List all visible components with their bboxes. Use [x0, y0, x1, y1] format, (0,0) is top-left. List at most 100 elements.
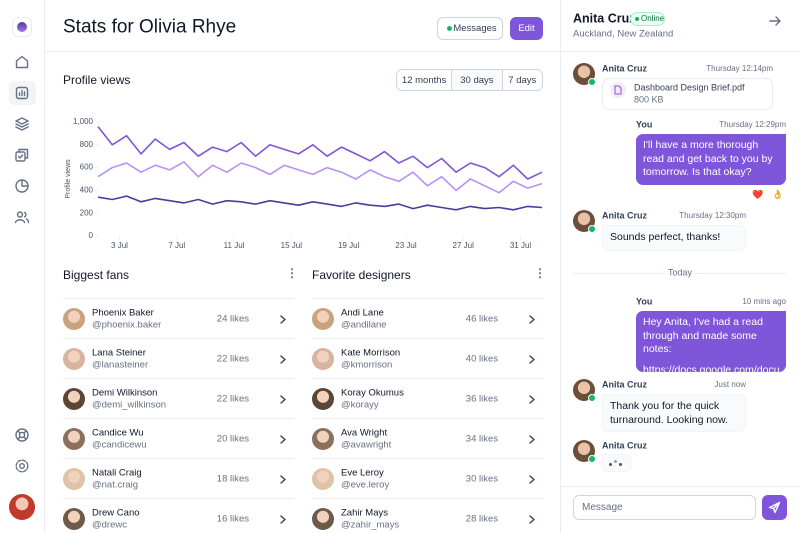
page-title: Stats for Olivia Rhye — [63, 16, 237, 38]
icon-part — [18, 431, 26, 439]
chevron[interactable] — [280, 354, 286, 364]
likes: 16 likes — [216, 513, 249, 525]
close-arrow[interactable] — [769, 15, 781, 27]
more-menu[interactable]: ⋮ — [286, 265, 298, 280]
chevron[interactable] — [280, 514, 286, 524]
icon-part — [15, 428, 29, 442]
icon-part — [17, 148, 29, 159]
icon-part — [21, 179, 29, 187]
nav-home[interactable] — [14, 54, 30, 70]
likes: 22 likes — [216, 353, 249, 365]
range-tab[interactable]: 12 months — [401, 74, 447, 86]
y-tick-label: 0 — [89, 231, 94, 240]
chevron[interactable] — [529, 314, 535, 324]
section-title: Biggest fans — [63, 267, 130, 282]
nav-tasks[interactable] — [14, 147, 30, 163]
user-avatar[interactable] — [9, 494, 35, 520]
row-divider — [312, 498, 543, 499]
sender: Anita Cruz — [602, 63, 647, 74]
person-handle: @nat.craig — [92, 479, 139, 491]
icon-part — [280, 474, 286, 484]
typing-dot — [619, 463, 622, 466]
series-line — [97, 195, 543, 211]
nav-stats[interactable] — [14, 85, 30, 101]
more-menu[interactable]: ⋮ — [534, 265, 546, 280]
nav-reports[interactable] — [14, 178, 30, 194]
icon-part — [14, 211, 30, 224]
person-handle: @drewc — [92, 519, 127, 531]
icon-part — [280, 434, 286, 444]
range-tabs: 12 months 30 days 7 days — [396, 69, 543, 91]
likes: 30 likes — [465, 473, 498, 485]
icon-part — [15, 86, 29, 100]
icon-part — [18, 89, 26, 97]
message-link[interactable]: https://docs.google.com/docu... — [643, 363, 789, 376]
file-size: 800 KB — [634, 94, 664, 105]
message-bubble: I'll have a more thorough read and get b… — [636, 134, 786, 185]
range-tab[interactable]: 7 days — [501, 70, 542, 90]
person-name: Kate Morrison — [341, 347, 401, 359]
likes: 46 likes — [465, 313, 498, 325]
chat-name: Anita Cruz — [573, 11, 636, 26]
likes: 18 likes — [216, 473, 249, 485]
chevron[interactable] — [529, 514, 535, 524]
x-tick-label: 15 Jul — [281, 241, 303, 250]
avatar — [63, 348, 85, 370]
row-divider — [312, 338, 543, 339]
chevron[interactable] — [529, 474, 535, 484]
person-handle: @lanasteiner — [92, 359, 149, 371]
icon-part — [280, 354, 286, 364]
reaction[interactable]: ❤️ — [752, 189, 764, 200]
sender: Anita Cruz — [602, 379, 647, 390]
row-divider — [63, 338, 294, 339]
sidebar — [0, 0, 45, 533]
icon-part — [529, 514, 535, 524]
day-divider: Today — [668, 267, 693, 278]
status-text: Online — [641, 14, 665, 24]
message-bubble: Hey Anita, I've had a read through and m… — [636, 311, 788, 376]
person-name: Phoenix Baker — [92, 307, 154, 319]
avatar — [312, 348, 334, 370]
row-divider — [63, 418, 294, 419]
chevron[interactable] — [529, 354, 535, 364]
reaction[interactable]: 👌 — [772, 189, 784, 200]
attachment[interactable] — [602, 78, 773, 110]
chevron[interactable] — [529, 434, 535, 444]
row-divider — [312, 418, 543, 419]
divider — [560, 486, 800, 487]
message-bubble: Thank you for the quick turnaround. Look… — [602, 394, 746, 432]
chevron[interactable] — [280, 314, 286, 324]
nav-users[interactable] — [14, 209, 30, 225]
edit-button[interactable]: Edit — [510, 17, 543, 40]
nav-settings[interactable] — [14, 458, 30, 474]
section-title: Favorite designers — [312, 267, 411, 282]
icon-part — [16, 211, 24, 218]
row-divider — [63, 498, 294, 499]
y-tick-label: 1,000 — [73, 117, 94, 126]
message-input[interactable] — [573, 495, 756, 520]
nav-layers[interactable] — [14, 116, 30, 132]
row-divider — [312, 458, 543, 459]
chevron[interactable] — [280, 474, 286, 484]
likes: 24 likes — [216, 313, 249, 325]
person-name: Drew Cano — [92, 507, 140, 519]
person-handle: @phoenix.baker — [92, 319, 162, 331]
chart-title: Profile views — [63, 72, 131, 87]
chevron[interactable] — [280, 434, 286, 444]
messages-button[interactable]: Messages — [437, 17, 503, 40]
time: Thursday 12:29pm — [719, 120, 786, 130]
person-handle: @candicewu — [92, 439, 147, 451]
chevron[interactable] — [529, 394, 535, 404]
sender: Anita Cruz — [602, 440, 647, 451]
chevron[interactable] — [280, 394, 286, 404]
likes: 22 likes — [216, 393, 249, 405]
time: Thursday 12:30pm — [679, 211, 746, 221]
person-name: Eve Leroy — [341, 467, 384, 479]
range-tab[interactable]: 30 days — [451, 70, 502, 90]
nav-support[interactable] — [14, 427, 30, 443]
avatar — [312, 428, 334, 450]
avatar — [63, 508, 85, 530]
time: Thursday 12:14pm — [706, 64, 773, 74]
icon-part — [529, 314, 535, 324]
